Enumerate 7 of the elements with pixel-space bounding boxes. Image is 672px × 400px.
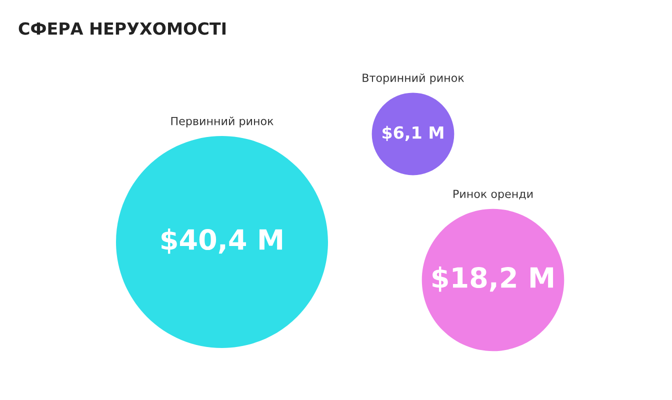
data-label: $18,2 M: [432, 266, 554, 292]
category-label: Первинний ринок: [171, 116, 274, 128]
data-label: $40,4 M: [162, 228, 282, 254]
category-label: Вторинний ринок: [362, 73, 464, 84]
data-label: $6,1 M: [382, 126, 444, 142]
text: СФЕРА НЕРУХОМОСТІ: [18, 22, 226, 35]
category-label: Ринок оренди: [454, 190, 533, 200]
